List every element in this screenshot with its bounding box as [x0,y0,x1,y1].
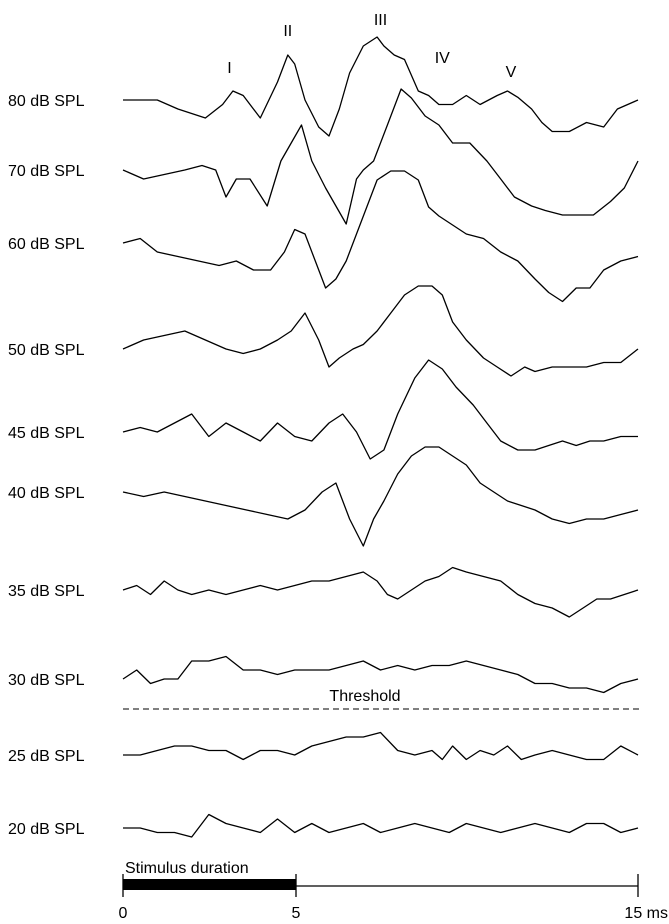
series-label-45-db-spl: 45 dB SPL [8,425,85,442]
trace-80-db-spl [123,36,639,137]
wave-label-iii: III [374,12,387,29]
series-label-60-db-spl: 60 dB SPL [8,236,85,253]
series-label-80-db-spl: 80 dB SPL [8,93,85,110]
series-label-35-db-spl: 35 dB SPL [8,583,85,600]
time-axis: Stimulus duration 0 5 15 ms [119,860,668,922]
trace-45-db-spl [122,359,638,460]
trace-60-db-spl [122,170,639,303]
wave-label-iv: IV [435,50,450,67]
wave-label-i: I [227,60,231,77]
series-label-20-db-spl: 20 dB SPL [8,821,85,838]
x-tick-label: 0 [119,905,128,922]
wave-label-v: V [506,64,517,81]
trace-20-db-spl [123,813,639,838]
x-tick-label: 5 [292,905,301,922]
series-label-30-db-spl: 30 dB SPL [8,672,85,689]
trace-70-db-spl [122,88,639,225]
stimulus-label: Stimulus duration [125,860,249,877]
series-label-70-db-spl: 70 dB SPL [8,163,85,180]
series-label-25-db-spl: 25 dB SPL [8,748,85,765]
trace-50-db-spl [122,285,639,377]
trace-25-db-spl [123,731,639,761]
trace-35-db-spl [122,566,639,618]
series-label-50-db-spl: 50 dB SPL [8,342,85,359]
threshold-label: Threshold [329,688,400,705]
series-labels: 80 dB SPL 70 dB SPL 60 dB SPL 50 dB SPL 45 d… [8,93,85,838]
x-tick-label: 15 ms [624,905,668,922]
series-label-40-db-spl: 40 dB SPL [8,485,85,502]
waveform-traces [122,36,639,838]
trace-30-db-spl [122,655,639,694]
wave-label-ii: II [283,23,292,40]
stimulus-bar [123,879,296,890]
trace-40-db-spl [122,446,639,547]
